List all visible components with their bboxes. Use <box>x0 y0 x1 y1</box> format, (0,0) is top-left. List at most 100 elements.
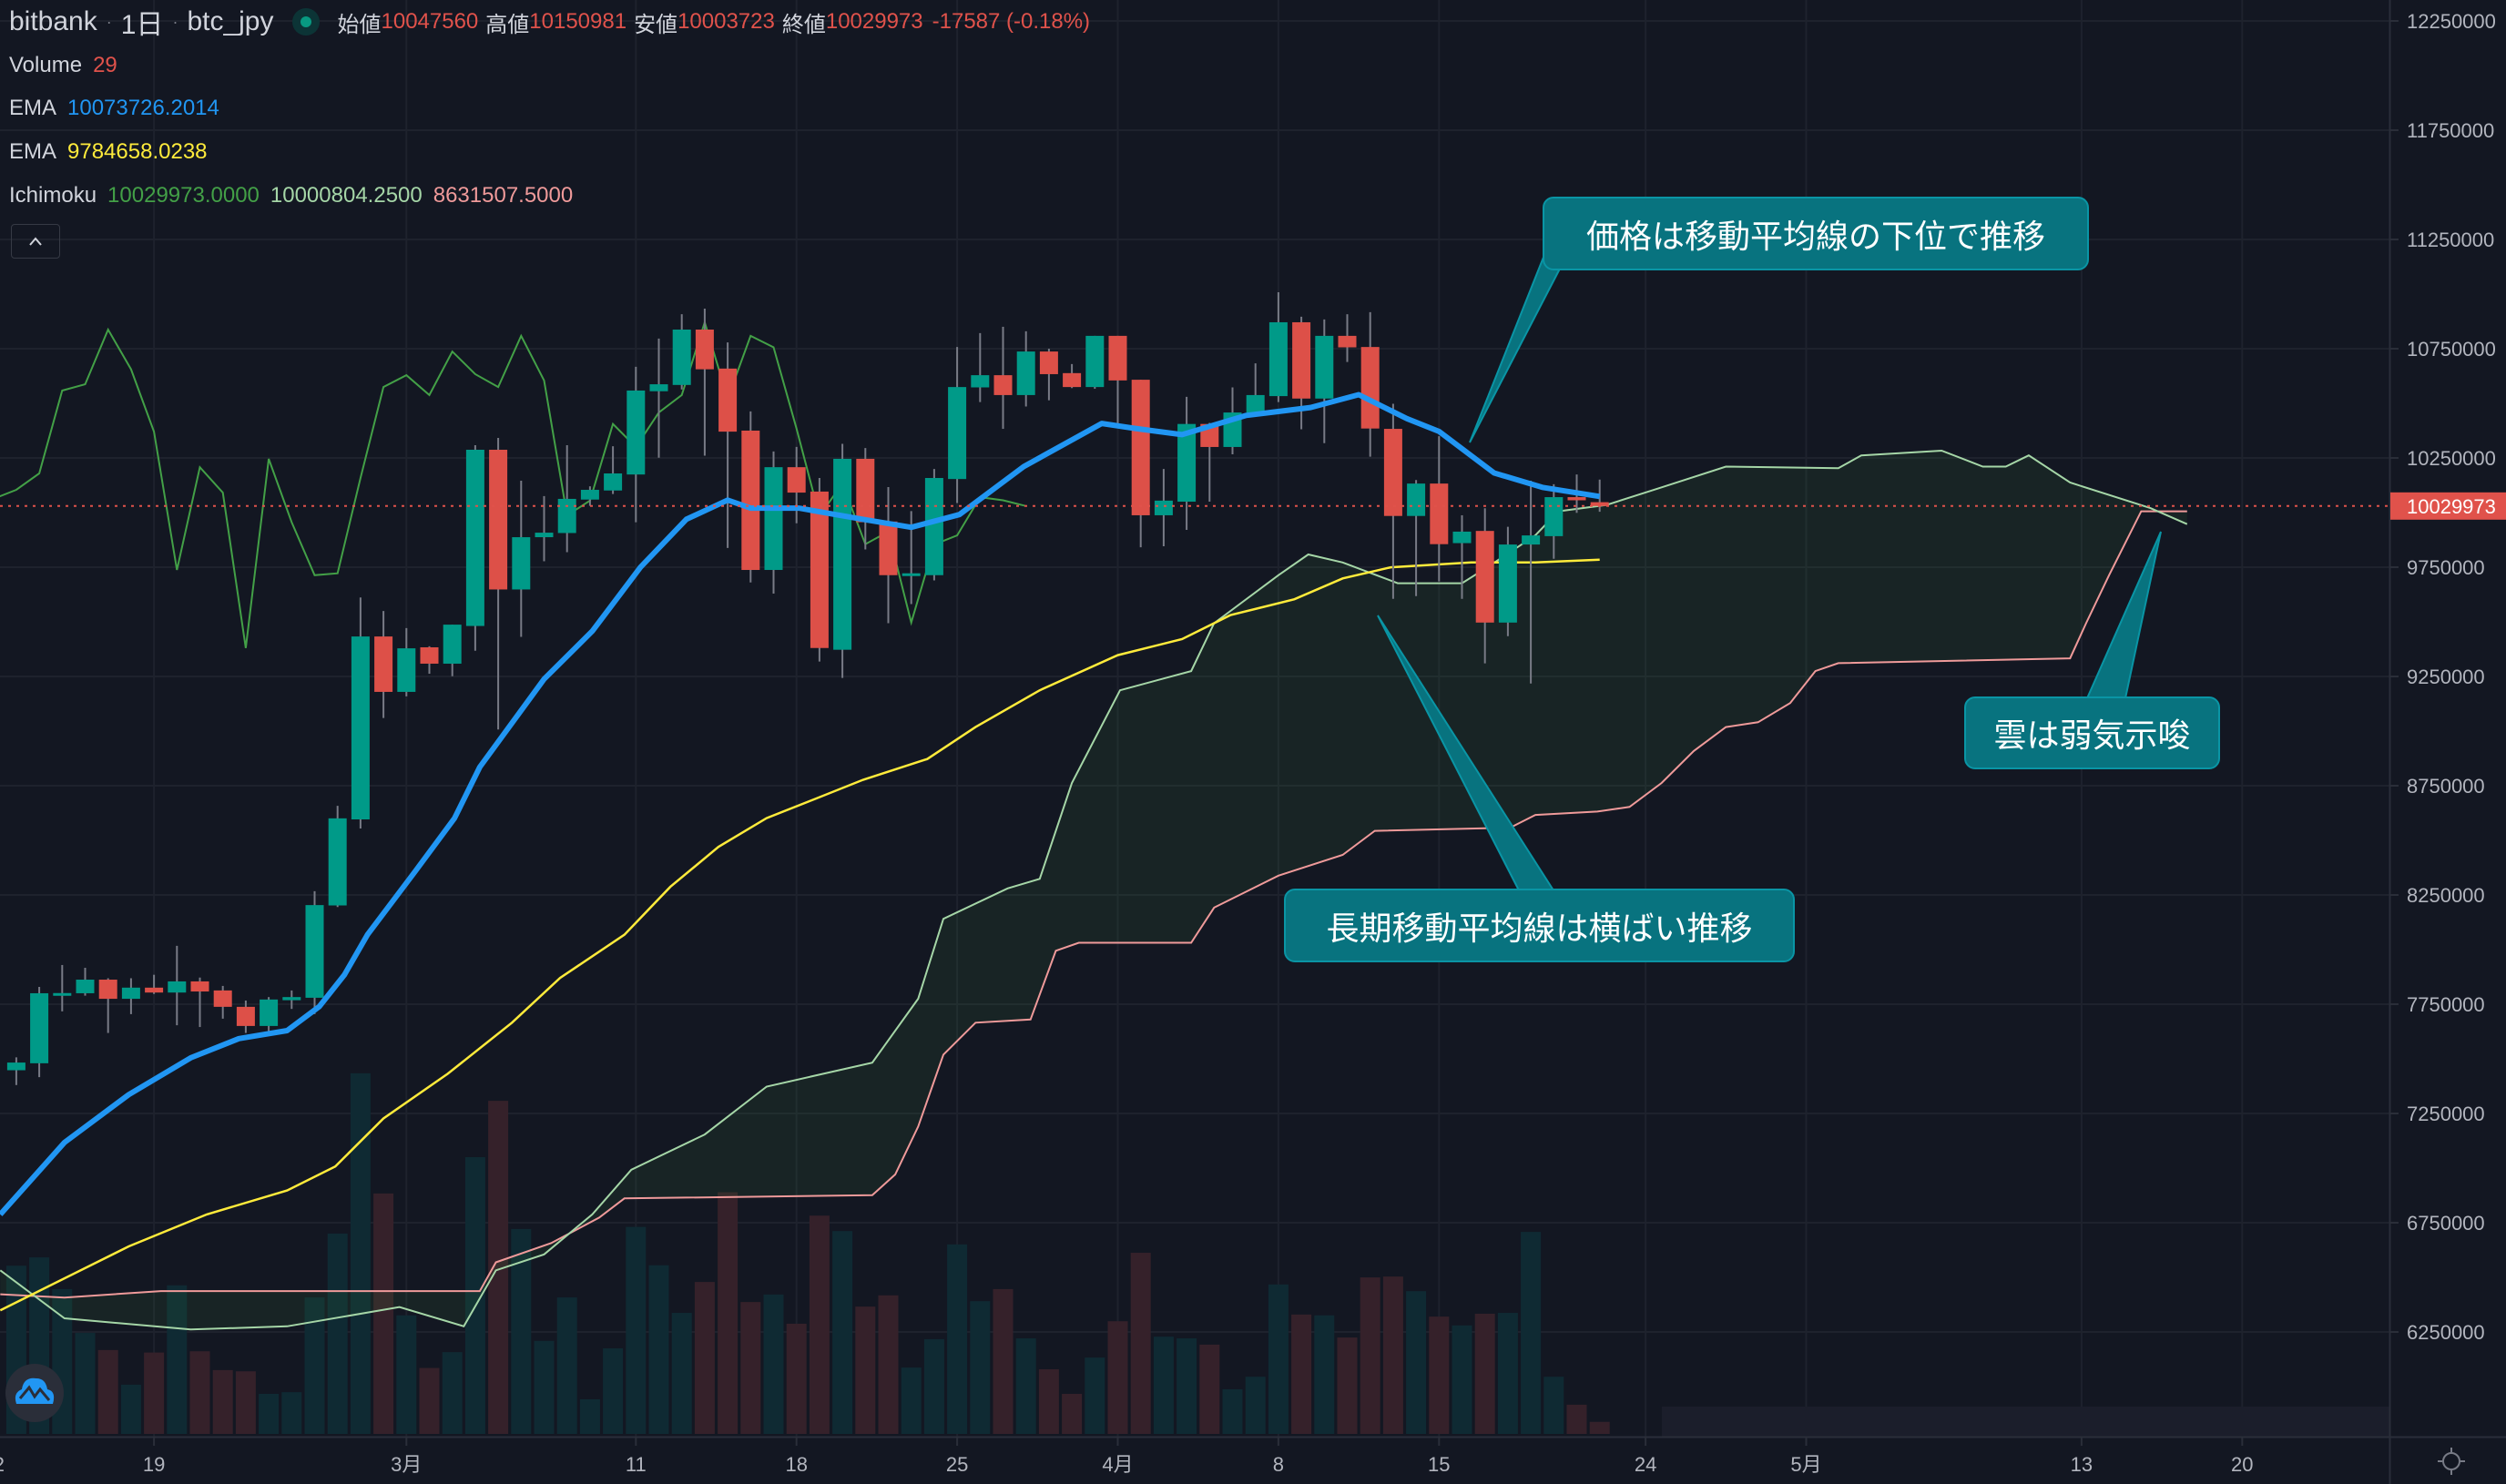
price-tick-label: 11250000 <box>2407 229 2494 251</box>
candle-body <box>351 636 370 820</box>
annotation-callout-3[interactable]: 雲は弱気示唆 <box>1964 696 2220 769</box>
volume-bar <box>212 1369 233 1434</box>
collapse-legend-button[interactable] <box>11 224 60 259</box>
candle-body <box>971 375 990 388</box>
price-change: -17587 (-0.18%) <box>932 9 1091 34</box>
last-price-badge <box>2390 492 2506 520</box>
ichimoku-span-a-value: 10000804.2500 <box>270 183 423 208</box>
indicator-lines-upper <box>0 391 2389 1216</box>
volume-bar <box>1589 1421 1610 1434</box>
candle-body <box>1590 502 1609 506</box>
price-tick-label: 8750000 <box>2407 775 2485 798</box>
annotation-callout-1[interactable]: 価格は移動平均線の下位で推移 <box>1543 197 2089 270</box>
price-axis-bg[interactable] <box>2390 0 2506 1484</box>
logo-icon[interactable] <box>5 1364 64 1422</box>
ema-slow-label: EMA <box>9 139 57 164</box>
volume-bar <box>304 1297 325 1434</box>
time-tick-label: 25 <box>946 1453 968 1476</box>
candle-body <box>1292 321 1311 399</box>
candle-body <box>1108 335 1127 381</box>
candle-body <box>1338 335 1357 348</box>
volume-bar <box>993 1288 1014 1434</box>
ichimoku-cloud <box>0 451 2187 1330</box>
price-tick-label: 10250000 <box>2407 447 2496 470</box>
open-label: 始値 <box>337 12 382 37</box>
volume-bar <box>1474 1313 1495 1434</box>
volume-bar <box>1521 1232 1542 1434</box>
candle-body <box>1498 544 1517 623</box>
candle-body <box>604 473 623 491</box>
symbol-legend: bitbank · 1日 · btc_jpy 始値 10047560 高値 1015… <box>9 2 1090 42</box>
candle-body <box>443 625 462 664</box>
volume-bar <box>442 1352 463 1434</box>
ichimoku-span-b-line <box>0 510 2187 1299</box>
volume-bar <box>1382 1276 1403 1434</box>
volume-bar <box>603 1348 624 1434</box>
annotation-text-3: 雲は弱気示唆 <box>1993 717 2191 754</box>
separator-dot: · <box>106 12 112 31</box>
candle-body <box>741 430 760 571</box>
candle-body <box>695 330 714 370</box>
candle-body <box>1383 429 1402 516</box>
price-tick-label: 12250000 <box>2407 10 2496 33</box>
candle-body <box>833 458 852 650</box>
candle-body <box>168 981 187 993</box>
price-tick-label: 8250000 <box>2407 884 2485 907</box>
price-tick-label: 6250000 <box>2407 1321 2485 1344</box>
candle-body <box>948 387 967 480</box>
price-tick-label: 7250000 <box>2407 1103 2485 1125</box>
volume-bar <box>1107 1321 1128 1434</box>
legend-ema-fast[interactable]: EMA 10073726.2014 <box>9 96 230 121</box>
volume-bar <box>809 1215 830 1434</box>
volume-bar <box>327 1233 348 1434</box>
volume-bar <box>1314 1315 1335 1434</box>
exchange-name[interactable]: bitbank <box>9 6 97 36</box>
volume-bar <box>189 1351 210 1434</box>
candle-body <box>535 533 554 538</box>
volume-bar <box>1360 1277 1380 1434</box>
legend-ichimoku[interactable]: Ichimoku 10029973.0000 10000804.2500 863… <box>9 183 584 208</box>
volume-bar <box>1543 1377 1564 1434</box>
annotation-callout-2[interactable]: 長期移動平均線は横ばい推移 <box>1284 889 1795 962</box>
candle-body <box>1544 497 1564 536</box>
candle-body <box>30 992 49 1063</box>
market-status-icon[interactable] <box>291 8 320 36</box>
low-value: 10003723 <box>677 9 775 34</box>
volume-bar <box>350 1072 371 1434</box>
candle-body <box>305 905 324 998</box>
volume-bar <box>579 1398 600 1434</box>
candle-body <box>1360 347 1380 429</box>
volume-bar <box>235 1371 256 1434</box>
symbol-name[interactable]: btc_jpy <box>187 6 274 36</box>
ichimoku-lagging-value: 10029973.0000 <box>107 183 260 208</box>
volume-bar <box>488 1101 509 1434</box>
volume-bar <box>464 1157 485 1434</box>
candle-body <box>1016 351 1035 395</box>
legend-volume[interactable]: Volume 29 <box>9 53 128 78</box>
legend-ema-slow[interactable]: EMA 9784658.0238 <box>9 139 219 165</box>
volume-bar <box>740 1302 761 1434</box>
ema-slow-value: 9784658.0238 <box>67 139 208 164</box>
ichimoku-label: Ichimoku <box>9 183 97 208</box>
candle-body <box>420 646 439 664</box>
candle-body <box>672 330 691 385</box>
volume-bar <box>694 1282 715 1434</box>
candle-body <box>190 981 209 992</box>
candle-body <box>53 992 72 996</box>
price-tick-label: 9250000 <box>2407 666 2485 688</box>
time-tick-label: 5月 <box>1790 1453 1821 1476</box>
volume-bar <box>373 1193 394 1434</box>
time-tick-label: 8 <box>1273 1453 1284 1476</box>
candle-body <box>1177 423 1197 503</box>
time-tick-label: 20 <box>2231 1453 2253 1476</box>
time-axis-bg[interactable] <box>0 1437 2390 1484</box>
volume-bar <box>167 1285 188 1434</box>
settings-gear-icon[interactable] <box>2438 1448 2465 1475</box>
candle-body <box>328 818 347 906</box>
interval[interactable]: 1日 <box>120 10 164 40</box>
volume-bar <box>1452 1325 1472 1434</box>
volume-bar <box>556 1297 577 1434</box>
volume-bar <box>970 1301 991 1434</box>
close-label: 終値 <box>781 12 826 37</box>
